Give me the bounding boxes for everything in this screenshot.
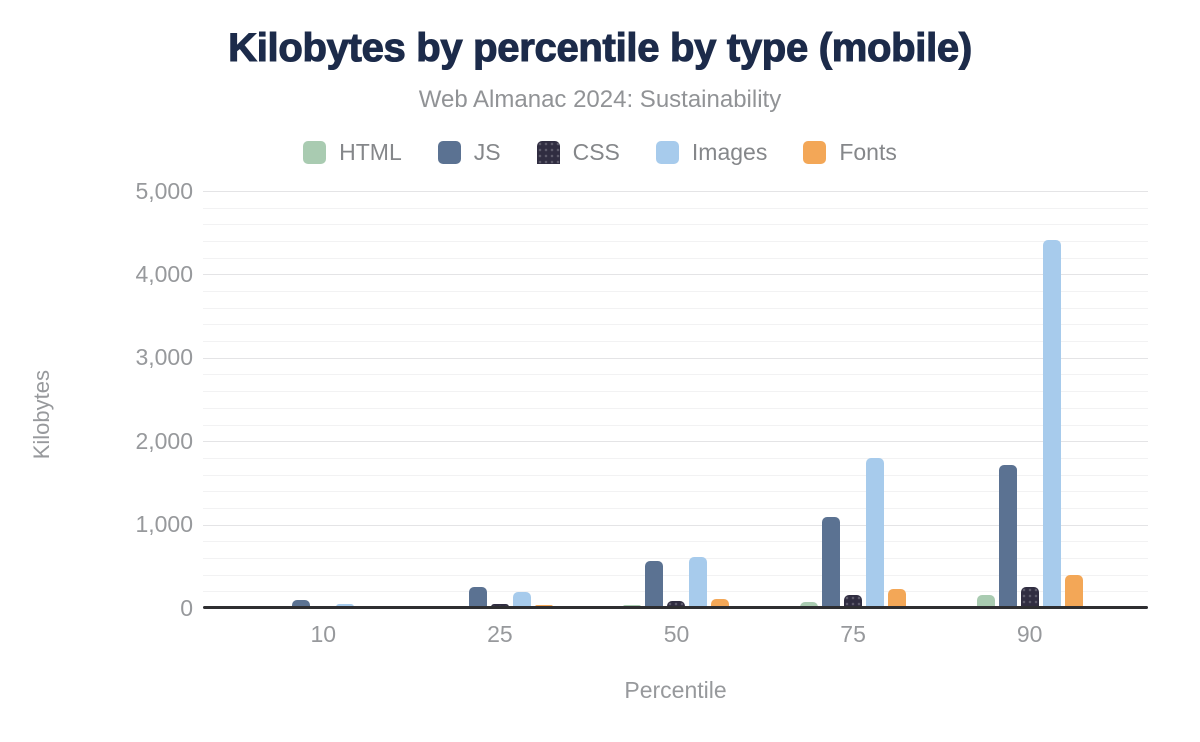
bar-html-p50[interactable] <box>623 604 642 607</box>
bar-images-p90[interactable] <box>1042 240 1061 607</box>
legend-label-css: CSS <box>572 139 620 165</box>
bar-js-p10[interactable] <box>292 599 311 607</box>
bar-group-90: 90 <box>941 191 1118 647</box>
bar-fonts-p90[interactable] <box>1064 574 1083 607</box>
bars-25 <box>412 586 589 607</box>
bar-images-p75[interactable] <box>866 457 885 607</box>
minor-gridline <box>203 224 1148 226</box>
major-gridline <box>203 524 1148 526</box>
major-gridline <box>203 274 1148 276</box>
y-tick-label: 1,000 <box>135 511 193 538</box>
minor-gridline <box>203 457 1148 459</box>
bar-html-p90[interactable] <box>976 595 995 607</box>
bar-images-p25[interactable] <box>512 592 531 607</box>
y-tick-label: 0 <box>180 594 193 621</box>
legend-label-fonts: Fonts <box>839 139 897 165</box>
minor-gridline <box>203 241 1148 243</box>
minor-gridline <box>203 557 1148 559</box>
minor-gridline <box>203 257 1148 259</box>
legend-swatch-js <box>437 141 461 164</box>
legend-swatch-images <box>655 141 679 164</box>
bar-js-p75[interactable] <box>822 516 841 607</box>
minor-gridline <box>203 424 1148 426</box>
x-tick-label-90: 90 <box>1016 621 1043 647</box>
x-tick-label-75: 75 <box>840 621 866 647</box>
bars-90 <box>941 240 1118 607</box>
minor-gridline <box>203 541 1148 543</box>
y-tick-label: 2,000 <box>135 427 193 454</box>
minor-gridline <box>203 341 1148 343</box>
y-axis-title: Kilobytes <box>29 370 54 460</box>
x-tick-label-10: 10 <box>310 621 337 647</box>
legend-item-fonts[interactable]: Fonts <box>803 139 897 166</box>
bar-fonts-p25[interactable] <box>534 604 553 607</box>
legend: HTML JS CSS Images Fonts <box>0 139 1200 166</box>
minor-gridline <box>203 307 1148 309</box>
major-gridline <box>203 357 1148 359</box>
bar-js-p90[interactable] <box>998 465 1017 607</box>
y-tick-label: 5,000 <box>135 177 193 204</box>
minor-gridline <box>203 324 1148 326</box>
major-gridline <box>203 441 1148 443</box>
major-gridline <box>203 191 1148 192</box>
minor-gridline <box>203 391 1148 393</box>
x-axis-line <box>203 606 1148 609</box>
legend-swatch-css <box>536 141 560 164</box>
bar-css-p25[interactable] <box>490 604 509 607</box>
bar-css-p50[interactable] <box>667 601 686 607</box>
plot-area: 10 25 50 75 90 <box>203 191 1148 647</box>
y-axis-title-wrap: Kilobytes <box>22 275 62 555</box>
legend-item-css[interactable]: CSS <box>536 139 620 166</box>
bar-css-p75[interactable] <box>844 594 863 607</box>
chart-title: Kilobytes by percentile by type (mobile) <box>228 25 973 70</box>
bar-groups: 10 25 50 75 90 <box>235 191 1118 647</box>
legend-label-html: HTML <box>339 139 402 165</box>
minor-gridline <box>203 291 1148 293</box>
minor-gridline <box>203 207 1148 209</box>
legend-swatch-fonts <box>803 141 827 164</box>
bar-js-p25[interactable] <box>468 586 487 607</box>
bar-group-25: 25 <box>412 191 589 647</box>
minor-gridline <box>203 574 1148 576</box>
legend-label-js: JS <box>473 139 501 165</box>
bar-fonts-p75[interactable] <box>888 589 907 607</box>
bar-css-p90[interactable] <box>1020 586 1039 607</box>
minor-gridline <box>203 407 1148 409</box>
minor-gridline <box>203 491 1148 493</box>
y-tick-label: 4,000 <box>135 260 193 287</box>
x-tick-label-25: 25 <box>487 621 513 647</box>
legend-item-js[interactable]: JS <box>437 139 501 166</box>
bar-group-75: 75 <box>765 191 942 647</box>
bars-75 <box>765 457 942 607</box>
chart-subtitle: Web Almanac 2024: Sustainability <box>418 86 782 113</box>
bar-images-p10[interactable] <box>336 604 355 607</box>
x-tick-label-50: 50 <box>663 621 690 647</box>
legend-swatch-html <box>303 141 327 164</box>
legend-item-html[interactable]: HTML <box>303 139 402 166</box>
minor-gridline <box>203 507 1148 509</box>
legend-item-images[interactable]: Images <box>655 139 768 166</box>
bar-group-50: 50 <box>588 191 765 647</box>
minor-gridline <box>203 591 1148 593</box>
minor-gridline <box>203 474 1148 476</box>
bar-images-p50[interactable] <box>689 557 708 607</box>
bars-50 <box>588 557 765 607</box>
y-axis-ticks: 0 1,000 2,000 3,000 4,000 5,000 <box>60 0 193 742</box>
legend-label-images: Images <box>691 139 768 165</box>
x-axis-title: Percentile <box>624 677 727 703</box>
bar-group-10: 10 <box>235 191 412 647</box>
bar-fonts-p50[interactable] <box>711 599 730 607</box>
minor-gridline <box>203 374 1148 376</box>
bar-js-p50[interactable] <box>645 560 664 607</box>
y-tick-label: 3,000 <box>135 344 193 371</box>
bar-html-p75[interactable] <box>800 602 819 607</box>
